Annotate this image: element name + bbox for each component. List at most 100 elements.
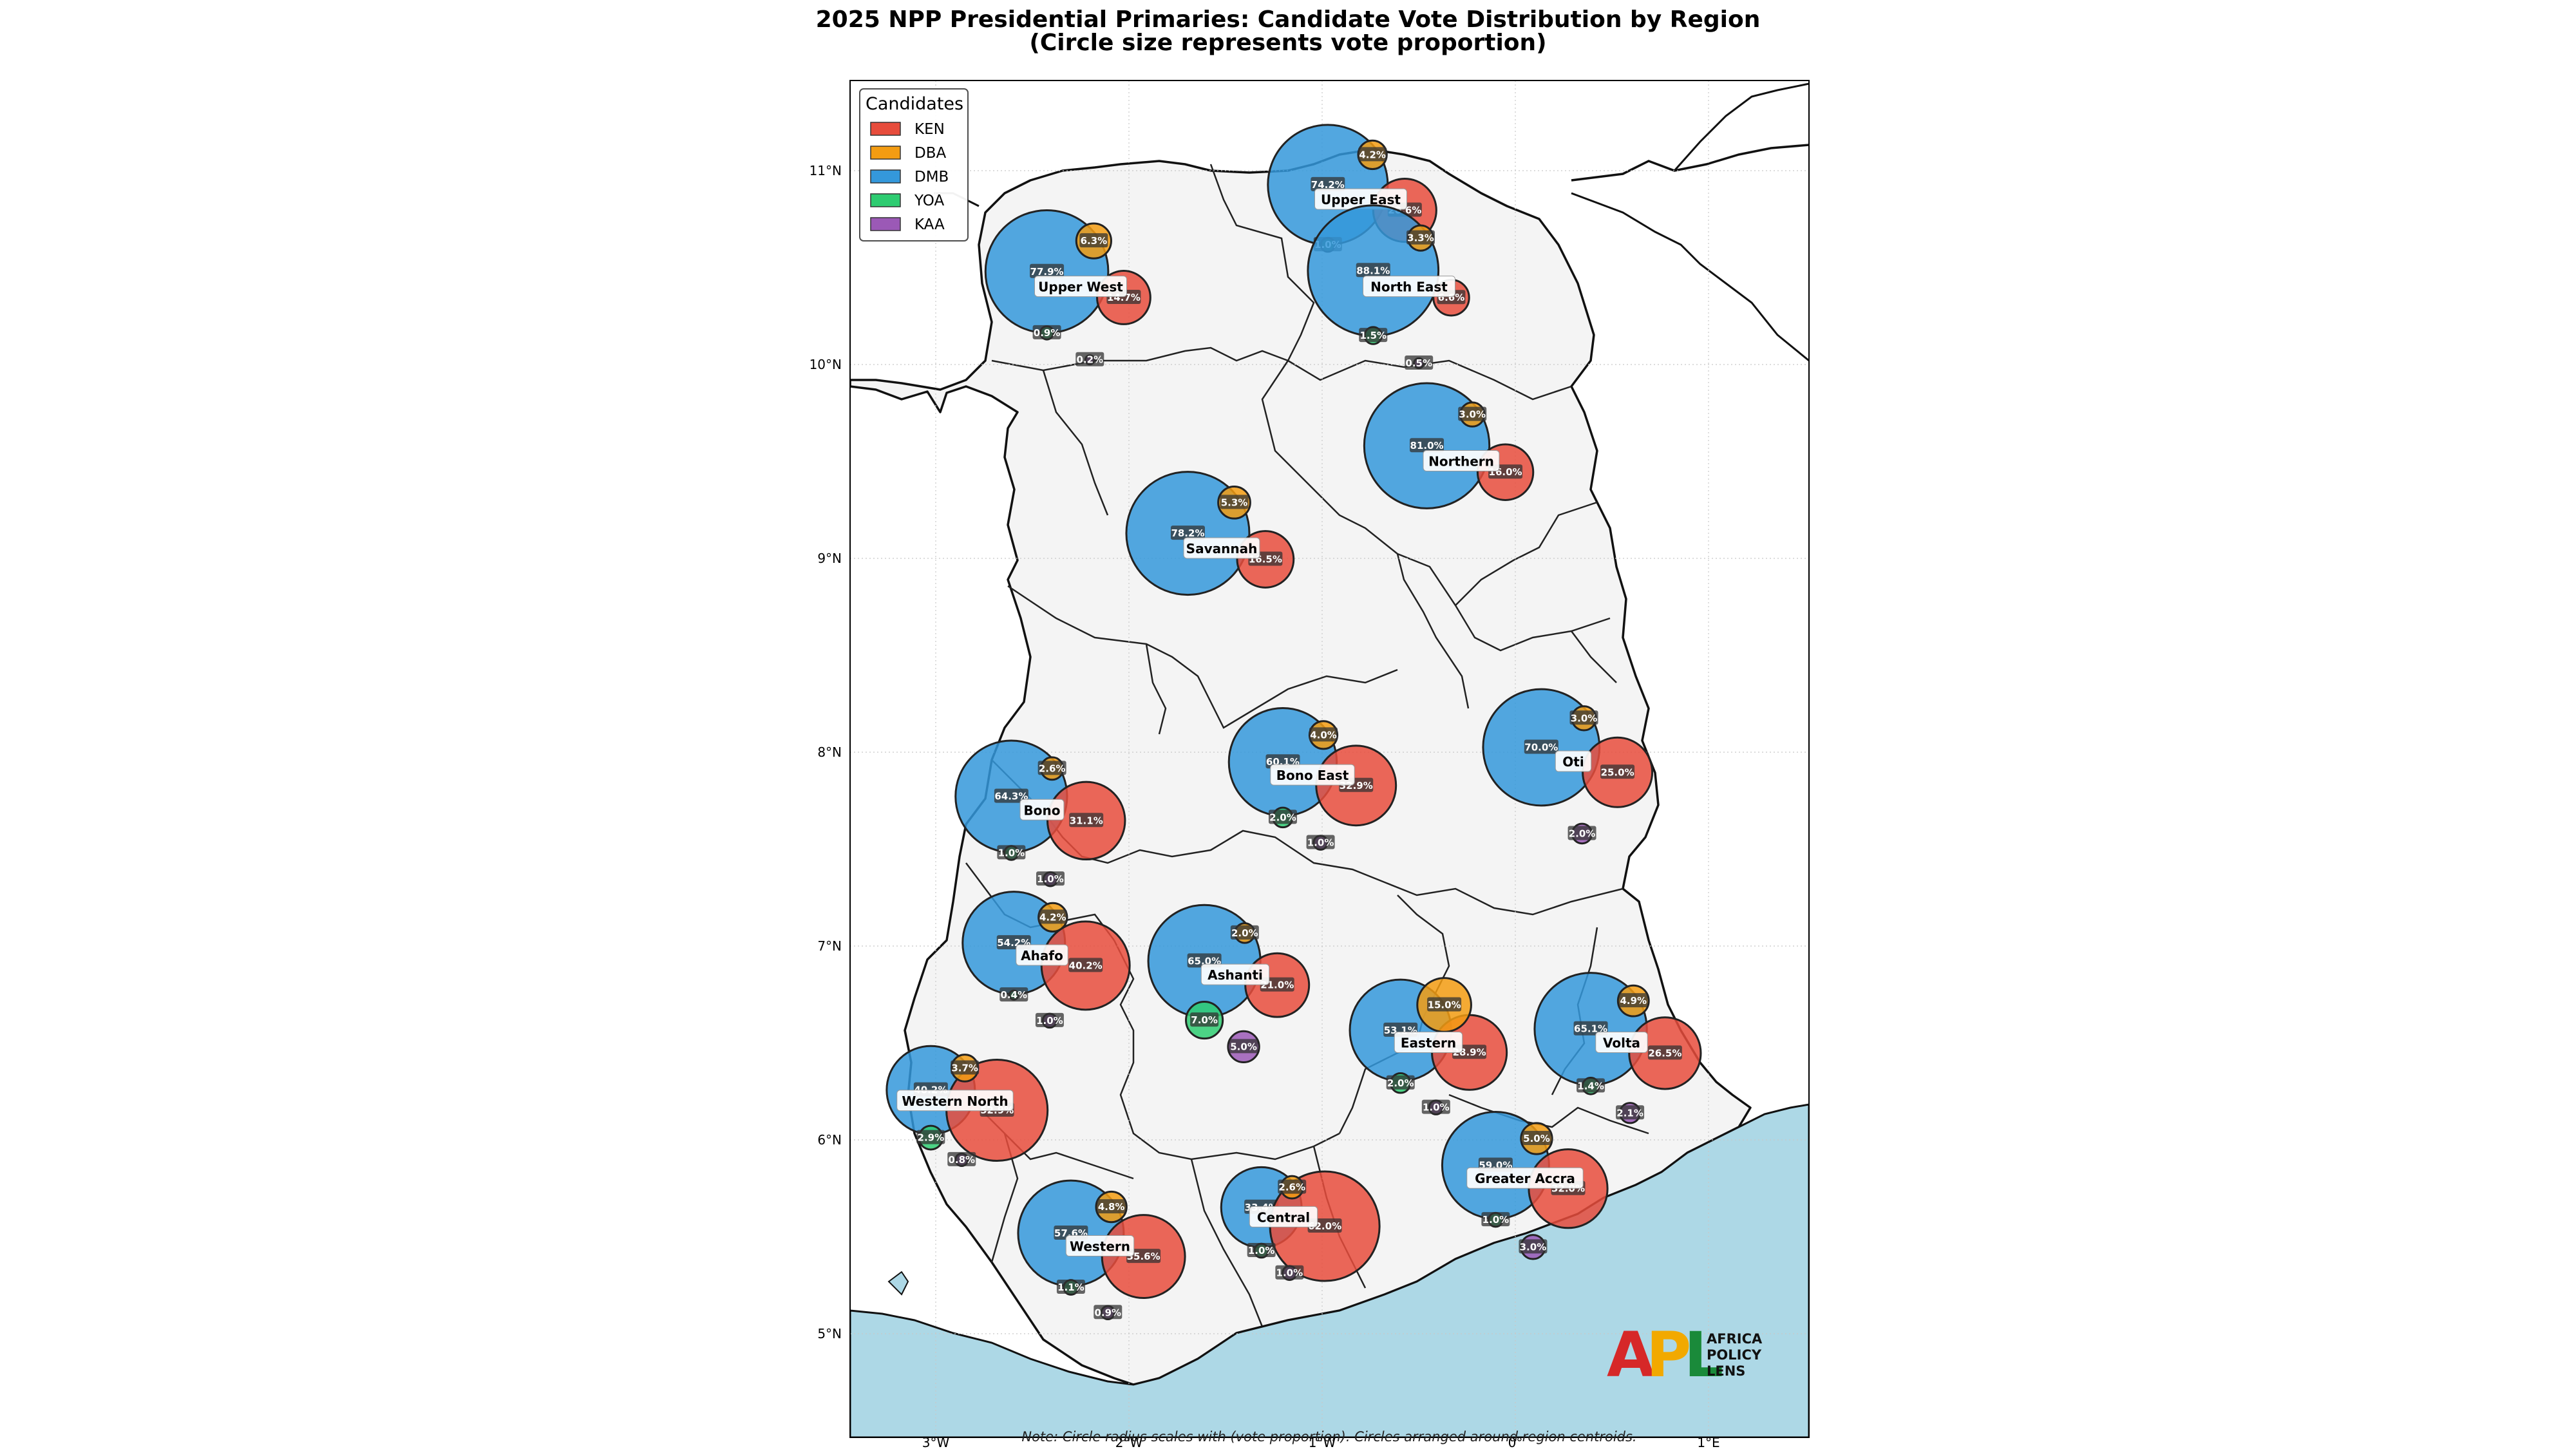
pct-label-kaa: 1.0%	[1423, 1102, 1450, 1113]
lon-tick-label: 0°	[1508, 1435, 1523, 1449]
region-group-ashanti: 65.0%21.0%2.0%7.0%5.0%Ashanti	[1147, 904, 1311, 1064]
pct-label-dba: 15.0%	[1428, 999, 1461, 1010]
pct-label-bg	[916, 1130, 945, 1144]
lat-tick-label: 11°N	[810, 163, 842, 178]
legend-label-yoa: YOA	[914, 193, 944, 209]
pct-label-bg	[1311, 176, 1345, 191]
pct-label-ken: 35.6%	[1127, 1251, 1160, 1262]
pct-label-dba: 3.0%	[1459, 409, 1486, 421]
map-title: 2025 NPP Presidential Primaries: Candida…	[815, 6, 1761, 33]
pct-label-kaa: 0.9%	[1094, 1307, 1121, 1318]
region-label-bg	[1249, 1206, 1318, 1227]
pct-label-kaa: 2.0%	[1569, 828, 1596, 839]
pct-label-bg	[1427, 997, 1462, 1012]
region-label: Ashanti	[1208, 967, 1263, 983]
region-label: Ahafo	[1021, 948, 1063, 963]
pct-label-bg	[1094, 1305, 1122, 1320]
pct-label-dmb: 74.2%	[1311, 179, 1345, 191]
region-group-ahafo: 54.2%40.2%4.2%0.4%1.0%Ahafo	[961, 891, 1131, 1029]
pct-label-kaa: 3.0%	[1520, 1241, 1547, 1253]
region-label-bg	[1200, 963, 1270, 985]
pct-label-bg	[1519, 1239, 1548, 1254]
region-group-savannah: 78.2%16.5%5.3%Savannah	[1125, 471, 1295, 596]
pct-label-bg	[1356, 263, 1390, 278]
pct-label-bg	[1036, 871, 1065, 886]
logo-word-africa: AFRICA	[1707, 1331, 1763, 1347]
pct-label-bg	[1220, 495, 1249, 509]
map-area: 74.2%20.6%4.2%1.0%Upper East77.9%14.7%6.…	[850, 80, 1809, 1437]
pct-label-dmb: 81.0%	[1410, 440, 1444, 451]
lat-tick-label: 6°N	[817, 1132, 842, 1148]
pct-label-dba: 2.0%	[1231, 927, 1258, 939]
pct-label-bg	[1037, 761, 1066, 775]
pct-label-bg	[1097, 1199, 1126, 1214]
pct-label-dba: 5.0%	[1523, 1133, 1550, 1144]
pct-label-dmb: 78.2%	[1171, 527, 1204, 539]
lat-tick-label: 7°N	[817, 938, 842, 954]
pct-label-kaa: 0.8%	[948, 1154, 975, 1166]
pct-label-bg	[1358, 147, 1387, 162]
pct-label-bg	[1569, 710, 1598, 725]
legend-swatch-kaa	[870, 217, 901, 231]
pct-label-yoa: 2.9%	[918, 1132, 945, 1144]
pct-label-bg	[1386, 1075, 1415, 1090]
legend-label-dmb: DMB	[914, 169, 949, 185]
ocean-gulf-of-guinea	[850, 1103, 1809, 1437]
region-label: Upper West	[1038, 279, 1123, 295]
map-frame	[849, 80, 1810, 1438]
pct-label-bg	[1647, 1045, 1682, 1060]
pct-label-bg	[1069, 813, 1104, 828]
region-label-bg	[1016, 944, 1068, 966]
vote-circles: 74.2%20.6%4.2%1.0%Upper East77.9%14.7%6.…	[886, 124, 1702, 1321]
axis-ticks: 11°N 10°N 9°N 8°N 7°N 6°N 5°N 3°W 2°W 1°W 0° 1°E	[810, 163, 1720, 1449]
pct-label-yoa: 0.9%	[1034, 327, 1061, 339]
region-label: Bono	[1024, 802, 1061, 818]
pct-label-bg	[1170, 526, 1205, 540]
pct-label-bg	[1405, 355, 1434, 370]
legend-label-ken: KEN	[914, 121, 945, 138]
pct-label-yoa: 1.4%	[1577, 1080, 1604, 1092]
pct-label-yoa: 2.0%	[1387, 1077, 1414, 1089]
legend: Candidates KEN DBA DMB YOA KAA	[859, 88, 969, 242]
pct-label-dba: 2.6%	[1039, 762, 1066, 774]
region-label: Savannah	[1186, 541, 1258, 556]
pct-label-bg	[951, 1060, 980, 1075]
region-label-bg	[1555, 750, 1592, 772]
pct-label-bg	[1458, 406, 1487, 421]
pct-label-bg	[1410, 438, 1444, 453]
region-group-western: 57.6%35.6%4.8%1.1%0.9%Western	[1017, 1179, 1186, 1321]
pct-label-dba: 2.6%	[1278, 1182, 1305, 1193]
region-label-bg	[1394, 1032, 1463, 1053]
region-group-upper-west: 77.9%14.7%6.3%0.9%0.2%Upper West	[984, 209, 1151, 366]
pct-label-bg	[1230, 925, 1259, 940]
pct-label-kaa: 1.0%	[1036, 1015, 1063, 1027]
pct-label-bg	[1190, 1012, 1219, 1027]
logo-word-policy: POLICY	[1707, 1347, 1762, 1363]
pct-label-bg	[1068, 958, 1103, 972]
pct-label-yoa: 1.5%	[1359, 330, 1387, 341]
pct-label-bg	[1229, 1039, 1258, 1054]
legend-swatch-dmb	[870, 169, 901, 184]
region-group-eastern: 53.1%28.9%15.0%2.0%1.0%Eastern	[1349, 977, 1508, 1115]
pct-label-bg	[1421, 1099, 1450, 1114]
logo-letter-a: A	[1607, 1319, 1654, 1391]
pct-label-bg	[947, 1151, 976, 1166]
region-group-north-east: 88.1%6.6%3.3%1.5%0.5%North East	[1307, 204, 1470, 370]
pct-label-ken: 40.2%	[1069, 960, 1103, 971]
pct-label-dba: 4.9%	[1620, 995, 1647, 1007]
region-group-central: 33.4%62.0%2.6%1.0%1.0%Central	[1220, 1166, 1381, 1282]
region-label: North East	[1370, 279, 1448, 295]
logo-word-lens: LENS	[1707, 1363, 1745, 1379]
pct-label-bg	[1278, 1179, 1307, 1194]
lagoon	[887, 1271, 909, 1296]
pct-label-bg	[1619, 993, 1648, 1008]
pct-label-bg	[1075, 352, 1104, 366]
pct-label-dba: 3.0%	[1571, 712, 1598, 724]
region-label-bg	[1065, 1235, 1135, 1257]
pct-label-bg	[999, 987, 1028, 1002]
region-group-bono: 64.3% 31.1% 2.6% 1.0% 1.0% Bono	[954, 739, 1126, 887]
pct-label-yoa: 1.1%	[1057, 1282, 1084, 1293]
pct-label-dba: 4.2%	[1359, 149, 1386, 160]
region-label: Eastern	[1401, 1036, 1456, 1051]
